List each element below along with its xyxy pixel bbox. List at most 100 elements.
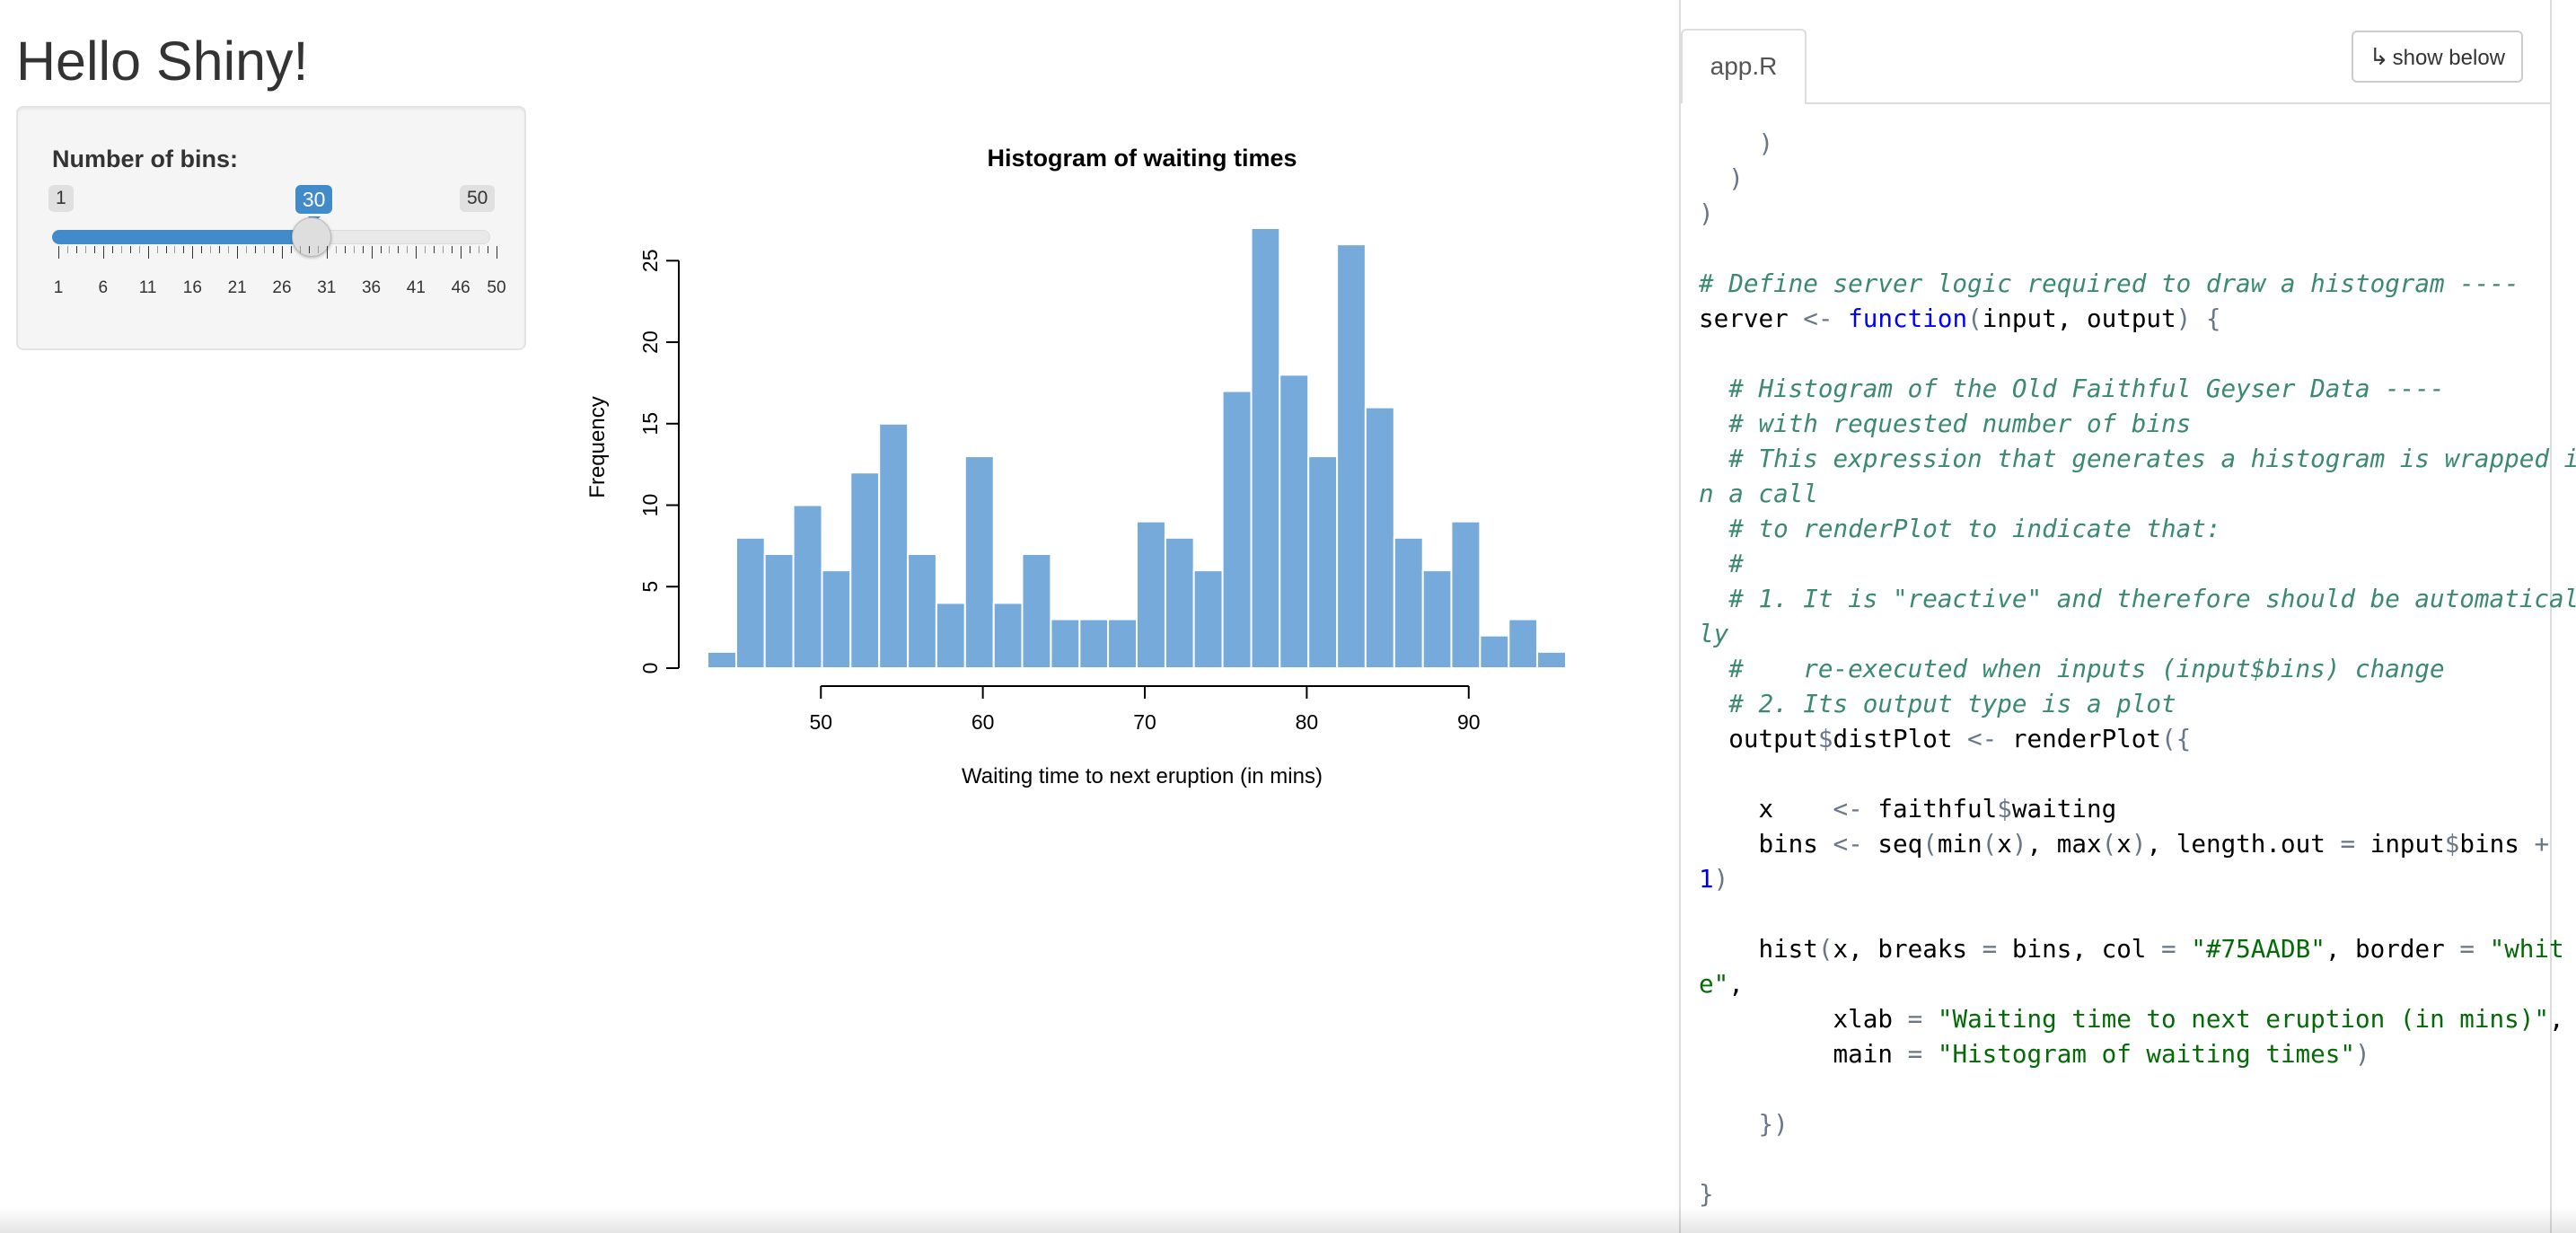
x-tick-label: 60 [971, 710, 995, 734]
histogram-bar [1421, 569, 1453, 669]
slider-minor-tick [290, 246, 292, 253]
y-axis: 0 5 10 15 20 25 [638, 249, 680, 674]
slider-minor-tick [353, 246, 355, 253]
show-below-label: show below [2392, 46, 2505, 70]
histogram-bar [734, 536, 766, 669]
code-line: # with requested number of bins [1728, 409, 2192, 438]
code-line: # Define server logic required to draw a… [1699, 269, 2519, 298]
code-block[interactable]: ) ) ) # Define server logic required to … [1699, 126, 2576, 1211]
y-tick-label: 5 [638, 581, 662, 593]
slider-minor-tick [183, 246, 185, 253]
histogram-bar [1107, 618, 1138, 669]
slider-major-tick [326, 246, 328, 259]
code-line: # 1. It is "reactive" and therefore shou… [1728, 584, 2576, 613]
code-line: } [1699, 1179, 1714, 1209]
slider-major-tick [461, 246, 462, 259]
histogram-bar [1021, 552, 1052, 669]
y-tick-label: 25 [638, 249, 662, 272]
slider-minor-tick [84, 246, 86, 253]
slider-minor-tick [210, 246, 212, 253]
slider-minor-tick [389, 246, 391, 253]
slider-minor-tick [255, 246, 257, 253]
code-line: 1) [1699, 864, 1729, 894]
histogram-bar [1479, 634, 1510, 669]
code-line: main = "Histogram of waiting times") [1699, 1039, 2370, 1069]
sidebar-panel: Number of bins: 1 50 30 1 6 11 16 21 26 31 36 41… [16, 106, 526, 350]
x-axis: 50 60 70 80 90 [809, 685, 1481, 734]
y-tick-label: 10 [638, 494, 662, 517]
tab-divider [1805, 102, 2552, 104]
show-below-button[interactable]: ↳ show below [2351, 31, 2523, 83]
histogram-bars [707, 227, 1568, 670]
code-line: hist(x, breaks = bins, col = "#75AADB", … [1699, 934, 2564, 964]
slider-grid-label: 6 [98, 278, 109, 297]
slider-value-label: 30 [295, 185, 333, 223]
slider-grid-label: 36 [361, 278, 382, 297]
slider-grid-label: 46 [451, 278, 470, 297]
histogram-bar [992, 602, 1024, 669]
histogram-bar [935, 602, 966, 669]
histogram-bar [792, 504, 823, 669]
slider-grid: 1 6 11 16 21 26 31 36 41 46 50 [52, 246, 506, 300]
code-line: ly [1699, 619, 1729, 648]
y-tick-label: 20 [638, 330, 662, 354]
code-line: n a call [1699, 479, 1818, 508]
histogram-bar [1164, 536, 1195, 669]
histogram-bar [1136, 520, 1166, 669]
slider-minor-tick [362, 246, 364, 253]
slider-minor-tick [425, 246, 426, 253]
x-tick-label: 50 [809, 710, 832, 734]
slider-major-tick [147, 246, 149, 259]
histogram-bar [1279, 374, 1310, 669]
slider-minor-tick [93, 246, 95, 253]
slider-grid-label: 50 [487, 278, 506, 297]
slider-minor-tick [75, 246, 77, 253]
code-line: ) [1758, 128, 1774, 158]
histogram-bar [1508, 618, 1539, 669]
code-panel: app.R ↳ show below ) ) ) # Define server … [1679, 0, 2576, 1233]
slider-fill-bar [52, 230, 312, 244]
slider-minor-tick [138, 246, 140, 253]
histogram-bar [1364, 406, 1395, 669]
slider-grid-label: 1 [53, 278, 64, 297]
histogram-bar [763, 552, 795, 669]
histogram-bar [907, 552, 937, 669]
slider-minor-tick [66, 246, 68, 253]
tab-app-r[interactable]: app.R [1681, 29, 1807, 104]
slider-major-tick [371, 246, 373, 259]
histogram-bar [821, 569, 852, 669]
slider-major-tick [102, 246, 104, 259]
slider-minor-tick [380, 246, 382, 253]
y-tick-label: 15 [638, 412, 662, 436]
slider-minor-tick [452, 246, 453, 253]
x-tick-label: 70 [1133, 710, 1156, 734]
slider-minor-tick [443, 246, 444, 253]
slider-minor-tick [228, 246, 230, 253]
histogram-bar [1307, 455, 1339, 669]
slider-grid-label: 26 [272, 278, 292, 297]
slider-min-label: 1 [48, 185, 74, 212]
slider-minor-tick [308, 246, 310, 253]
slider-major-tick [192, 246, 194, 259]
histogram-bar [1536, 650, 1568, 670]
slider-grid-label: 41 [406, 278, 426, 297]
code-line: # to renderPlot to indicate that: [1728, 514, 2221, 543]
histogram-bar [878, 422, 910, 669]
x-tick-label: 90 [1457, 710, 1481, 734]
slider-minor-tick [398, 246, 400, 253]
slider-minor-tick [407, 246, 409, 253]
code-line: # [1728, 549, 1744, 578]
page-title: Hello Shiny! [16, 31, 309, 92]
slider-minor-tick [129, 246, 131, 253]
slider-handle[interactable] [291, 217, 331, 257]
histogram-bar [1250, 227, 1281, 669]
code-line: }) [1758, 1109, 1789, 1139]
slider-label: Number of bins: [52, 145, 238, 172]
histogram-bar [1393, 536, 1424, 669]
arrow-down-turn-icon: ↳ [2369, 43, 2389, 70]
code-line: # Histogram of the Old Faithful Geyser D… [1728, 374, 2445, 403]
slider-minor-tick [165, 246, 167, 253]
code-line: xlab = "Waiting time to next eruption (i… [1699, 1004, 2564, 1034]
slider-minor-tick [120, 246, 122, 253]
